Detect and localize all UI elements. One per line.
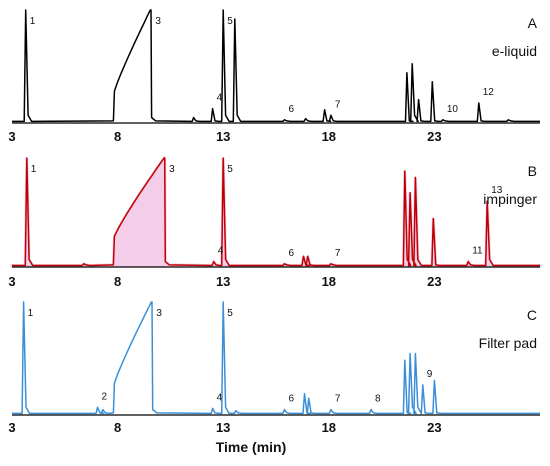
peak-label-C-4: 4 bbox=[217, 392, 223, 403]
tick-label-C-18: 18 bbox=[322, 420, 336, 435]
tick-label-B-3: 3 bbox=[8, 274, 15, 289]
peak-label-A-7: 7 bbox=[335, 99, 341, 110]
panel-letter-B: B bbox=[528, 163, 537, 179]
peak-label-B-3: 3 bbox=[169, 164, 175, 175]
peak-label-C-9: 9 bbox=[427, 369, 433, 380]
tick-label-A-18: 18 bbox=[322, 129, 336, 144]
trace-C bbox=[12, 301, 540, 415]
peak-label-C-1: 1 bbox=[28, 308, 34, 319]
tick-label-C-8: 8 bbox=[114, 420, 121, 435]
panel-name-C: Filter pad bbox=[479, 335, 537, 351]
panel-name-B: impinger bbox=[483, 191, 537, 207]
trace-B bbox=[12, 157, 540, 267]
peak-label-A-12: 12 bbox=[483, 87, 495, 98]
peak-label-B-13: 13 bbox=[491, 185, 503, 196]
panel-letter-C: C bbox=[527, 307, 537, 323]
panel-name-A: e-liquid bbox=[492, 43, 537, 59]
peak-label-C-8: 8 bbox=[375, 394, 381, 405]
peak-label-B-11: 11 bbox=[472, 246, 483, 257]
peak-label-B-7: 7 bbox=[335, 248, 341, 259]
peak-label-B-6: 6 bbox=[288, 248, 294, 259]
peak-label-A-5: 5 bbox=[227, 16, 233, 27]
tick-label-B-18: 18 bbox=[322, 274, 336, 289]
x-axis-title: Time (min) bbox=[216, 439, 287, 455]
peak-label-B-4: 4 bbox=[218, 246, 224, 257]
peak-label-C-6: 6 bbox=[288, 394, 294, 405]
tick-label-C-3: 3 bbox=[8, 420, 15, 435]
tick-label-A-13: 13 bbox=[216, 129, 230, 144]
peak-label-A-1: 1 bbox=[30, 16, 36, 27]
trace-A bbox=[12, 9, 540, 123]
peak-label-C-3: 3 bbox=[156, 308, 162, 319]
tick-label-A-3: 3 bbox=[8, 129, 15, 144]
tick-label-B-8: 8 bbox=[114, 274, 121, 289]
trace-fill-2 bbox=[10, 156, 542, 268]
tick-label-A-23: 23 bbox=[427, 129, 441, 144]
tick-label-A-8: 8 bbox=[114, 129, 121, 144]
tick-label-C-23: 23 bbox=[427, 420, 441, 435]
peak-label-A-4: 4 bbox=[217, 93, 223, 104]
peak-label-C-7: 7 bbox=[335, 394, 341, 405]
peak-label-B-5: 5 bbox=[227, 164, 233, 175]
tick-label-C-13: 13 bbox=[216, 420, 230, 435]
peak-label-C-2: 2 bbox=[102, 391, 108, 402]
tick-label-B-23: 23 bbox=[427, 274, 441, 289]
panel-letter-A: A bbox=[528, 15, 538, 31]
peak-label-A-10: 10 bbox=[447, 104, 459, 115]
peak-label-B-1: 1 bbox=[31, 164, 37, 175]
peak-label-A-3: 3 bbox=[155, 16, 161, 27]
peak-label-C-5: 5 bbox=[227, 308, 233, 319]
peak-label-A-6: 6 bbox=[288, 104, 294, 115]
tick-label-B-13: 13 bbox=[216, 274, 230, 289]
